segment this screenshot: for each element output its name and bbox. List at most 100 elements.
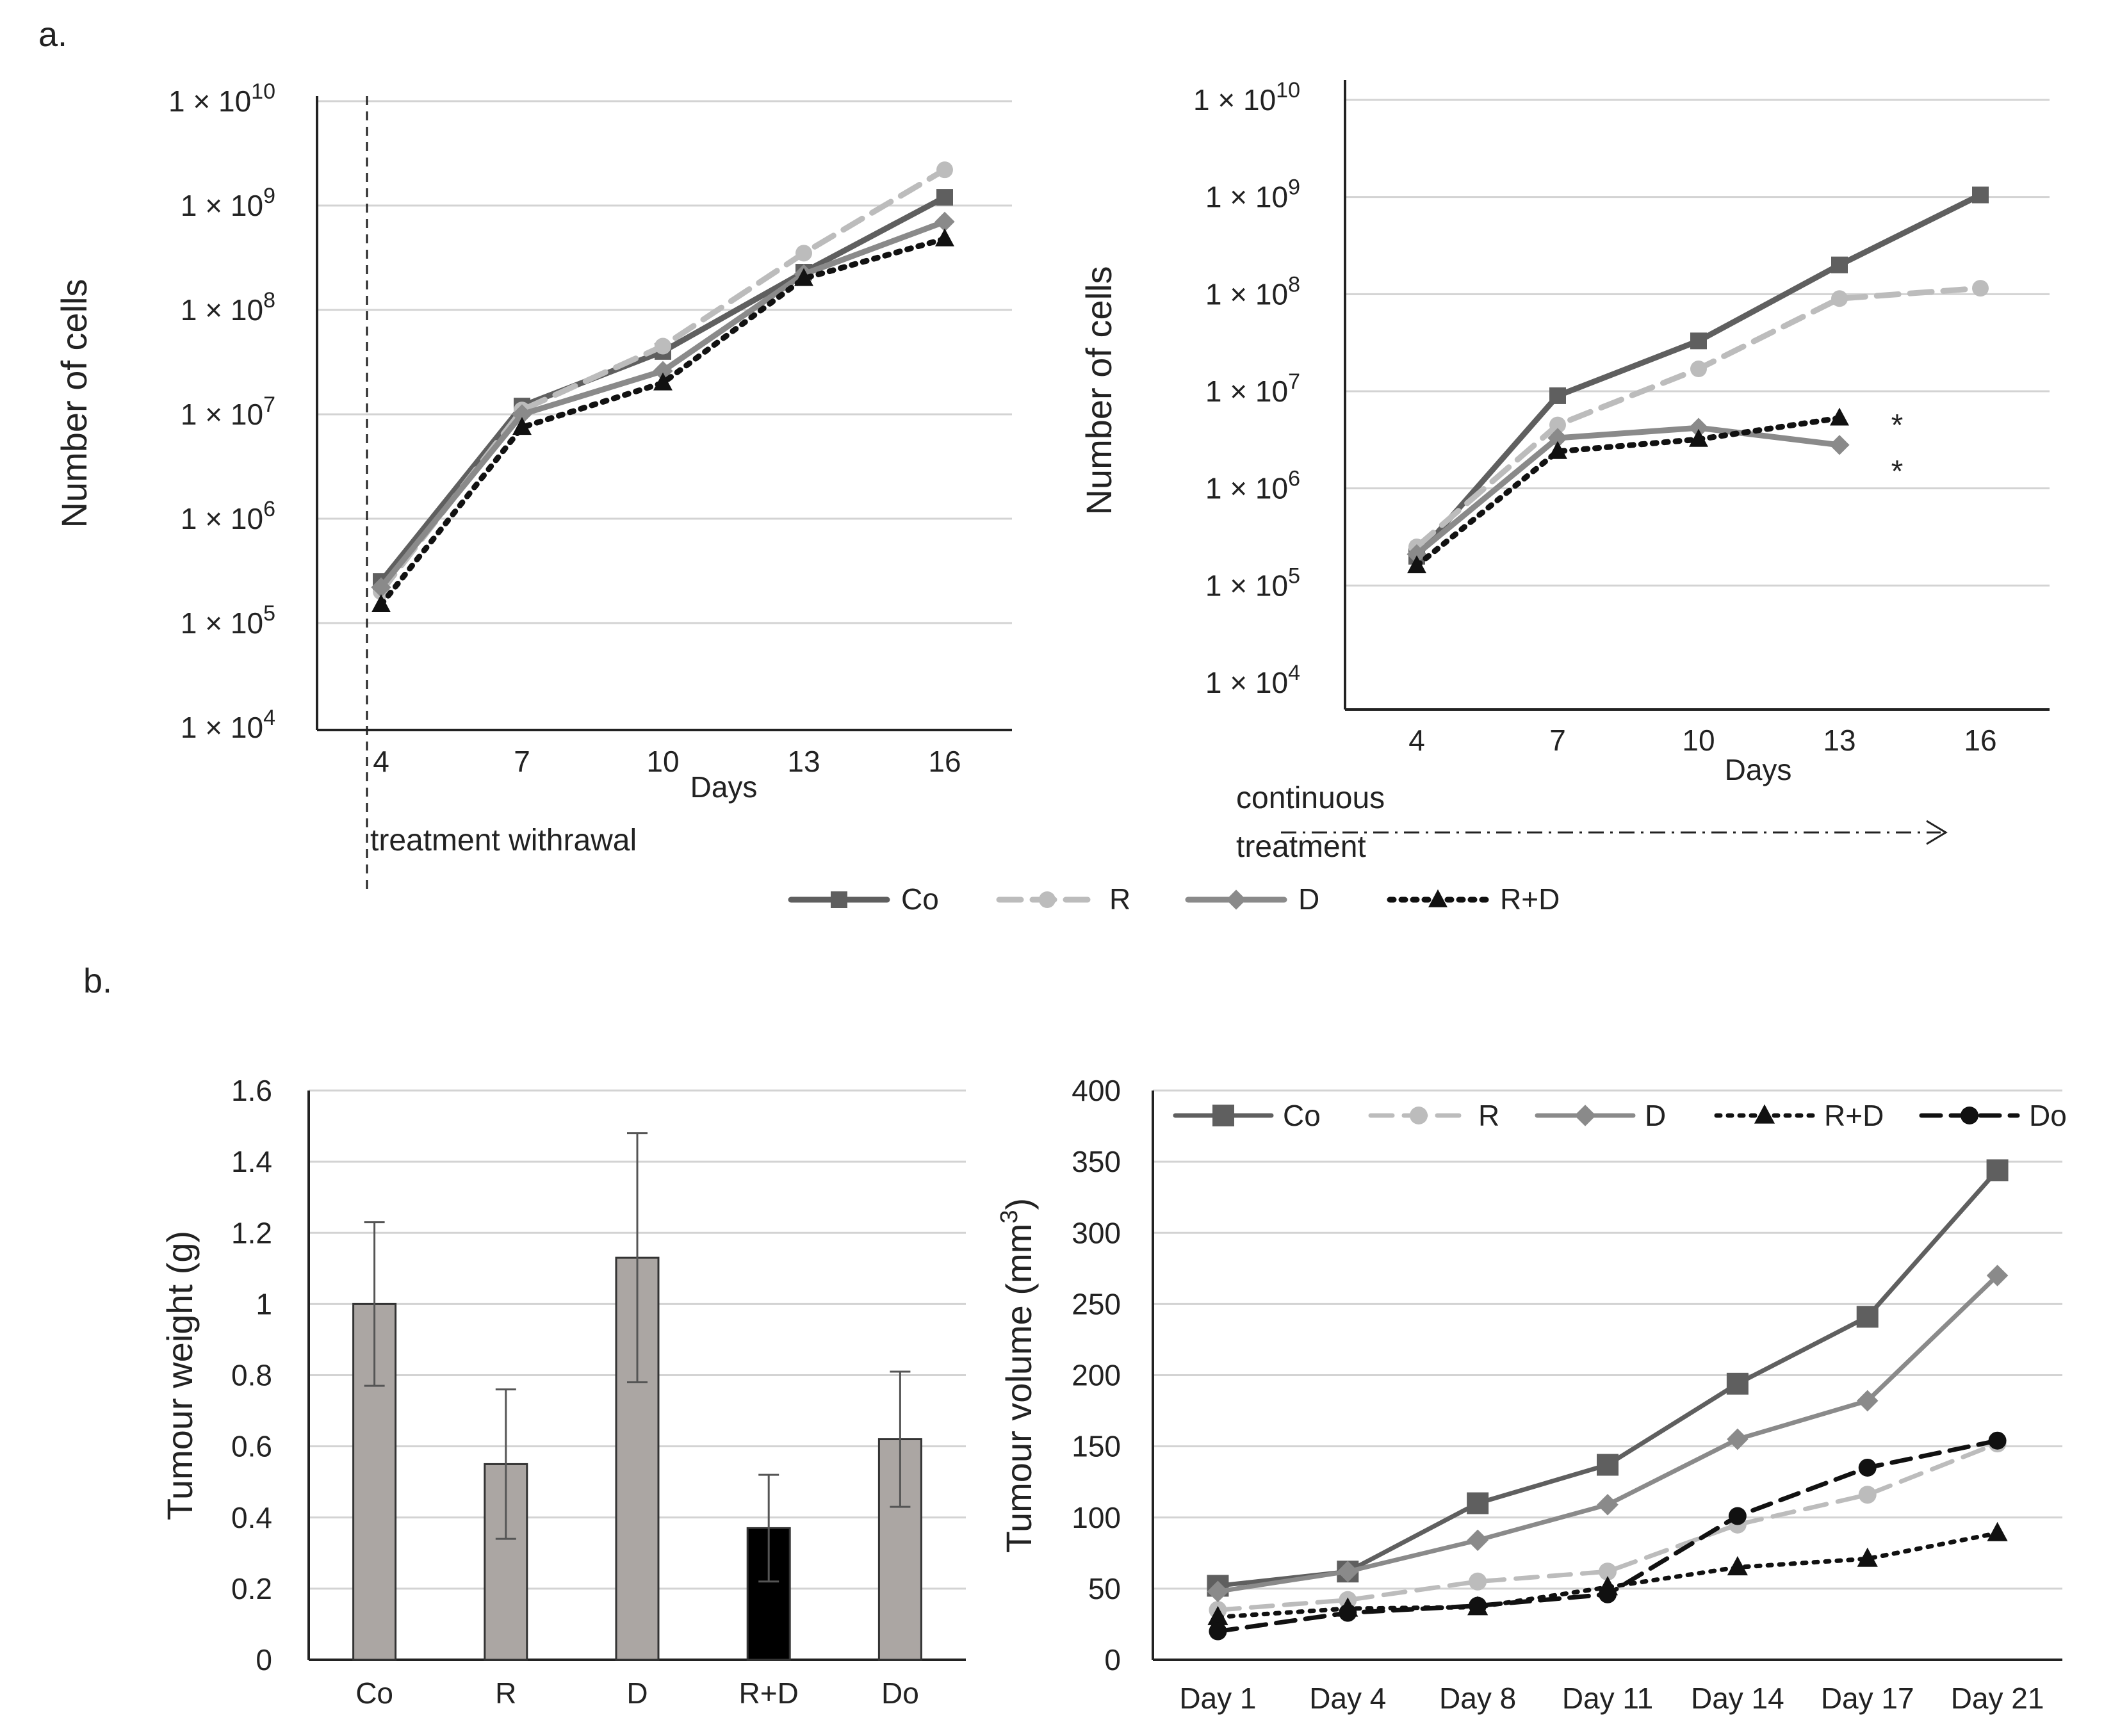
legend-marker-R xyxy=(1410,1107,1428,1124)
data-point-Do xyxy=(1209,1622,1227,1641)
x-tick-label: R xyxy=(495,1676,516,1710)
legend-label-R: R xyxy=(1109,882,1130,916)
arrow-head-icon xyxy=(1926,820,1948,845)
y-axis-label: Tumour volume (mm3) xyxy=(996,1198,1039,1553)
y-tick-label: 200 xyxy=(1072,1359,1121,1392)
data-point-R+D xyxy=(1207,1605,1228,1625)
x-tick-label: Day 11 xyxy=(1562,1682,1653,1715)
data-point-Co xyxy=(1597,1454,1619,1476)
data-point-Do xyxy=(1988,1431,2007,1450)
series-line-D xyxy=(1215,1273,2000,1594)
y-tick-label: 1 × 107 xyxy=(1205,369,1300,408)
x-tick-label: 7 xyxy=(514,745,530,778)
y-tick-label: 1 × 108 xyxy=(1205,272,1300,311)
annotation-continuous: continuous xyxy=(1236,781,1385,815)
data-point-D xyxy=(1829,435,1850,455)
y-tick-label: 1.6 xyxy=(231,1074,272,1107)
legend-label-D: D xyxy=(1298,882,1319,916)
legend-panel-a: Co R D R+D xyxy=(788,882,1560,916)
legend-label-Do: Do xyxy=(2029,1099,2067,1132)
data-point-R xyxy=(1972,280,1989,297)
chart-a-right-growth-continuous: 1 × 1010 1 × 109 1 × 108 1 × 107 1 × 106 1 × … xyxy=(1079,78,2050,864)
data-point-Co xyxy=(1690,332,1707,350)
x-tick-label: 7 xyxy=(1549,724,1566,757)
data-point-Co xyxy=(1856,1306,1879,1328)
data-point-R xyxy=(936,161,953,179)
legend-label-Co: Co xyxy=(901,882,939,916)
legend-label-R+D: R+D xyxy=(1824,1099,1884,1132)
data-point-Co xyxy=(936,189,953,206)
series-line-D xyxy=(1414,425,1843,557)
y-tick-label: 400 xyxy=(1072,1074,1121,1107)
legend-marker-R xyxy=(1039,891,1056,908)
data-point-D xyxy=(1547,428,1568,448)
data-point-R+D xyxy=(935,228,954,247)
data-point-R xyxy=(1599,1562,1617,1581)
data-point-Co xyxy=(1831,256,1848,273)
legend-label-R+D: R+D xyxy=(1500,882,1560,916)
x-tick-label: 4 xyxy=(1408,724,1425,757)
data-point-D xyxy=(1467,1529,1488,1552)
data-point-R+D xyxy=(653,372,673,391)
data-point-R+D xyxy=(1857,1547,1878,1567)
y-axis-label: Number of cells xyxy=(1079,266,1119,515)
data-point-Do xyxy=(1339,1603,1357,1622)
x-axis-label: Days xyxy=(1725,753,1792,786)
data-point-D xyxy=(1207,1580,1229,1603)
x-tick-label: Day 1 xyxy=(1179,1682,1256,1715)
x-tick-label: 10 xyxy=(1682,724,1715,757)
data-point-Do xyxy=(1469,1596,1487,1615)
data-point-D xyxy=(1407,544,1427,565)
data-point-Co xyxy=(1549,387,1566,404)
y-tick-label: 0.8 xyxy=(231,1359,272,1392)
x-tick-label: 13 xyxy=(787,745,820,778)
y-tick-label: 50 xyxy=(1088,1572,1121,1605)
y-tick-label: 0.6 xyxy=(231,1430,272,1463)
data-point-R+D xyxy=(794,268,813,286)
y-axis-label: Number of cells xyxy=(54,279,94,528)
legend-label-Co: Co xyxy=(1283,1099,1321,1132)
significance-star: * xyxy=(1891,455,1904,489)
x-tick-label: 16 xyxy=(928,745,961,778)
data-point-R+D xyxy=(1987,1521,2008,1541)
y-tick-label: 350 xyxy=(1072,1145,1121,1178)
y-tick-label: 1 × 108 xyxy=(181,288,275,327)
y-tick-label: 300 xyxy=(1072,1216,1121,1249)
data-point-R+D xyxy=(512,417,532,435)
x-tick-label: Co xyxy=(355,1676,393,1710)
data-point-Co xyxy=(1467,1492,1489,1514)
data-point-Do xyxy=(1599,1585,1617,1603)
data-point-D xyxy=(1597,1493,1619,1516)
annotation-treatment-withdrawal: treatment withrawal xyxy=(370,823,637,857)
chart-b-left-tumour-weight: 0 0.2 0.4 0.6 0.8 1 1.2 1.4 1.6 Co R D R+D Do Tumour w… xyxy=(159,1074,966,1710)
x-axis-label: Days xyxy=(690,770,758,804)
data-point-D xyxy=(371,577,391,597)
data-point-D xyxy=(934,211,955,232)
data-point-R xyxy=(795,245,812,262)
x-tick-label: Do xyxy=(881,1676,919,1710)
legend-marker-D xyxy=(1574,1105,1596,1126)
data-point-D xyxy=(1986,1265,2009,1286)
y-axis-label: Tumour weight (g) xyxy=(159,1231,200,1520)
data-point-R+D xyxy=(1407,555,1426,574)
data-point-Co xyxy=(1726,1372,1749,1395)
data-point-R+D xyxy=(1727,1556,1748,1576)
x-tick-label: Day 14 xyxy=(1691,1682,1784,1715)
legend-marker-Co xyxy=(1212,1105,1234,1126)
y-tick-label: 1 × 109 xyxy=(1205,175,1300,214)
series-line-D xyxy=(378,218,948,590)
x-tick-label: Day 21 xyxy=(1951,1682,2044,1715)
x-tick-label: Day 4 xyxy=(1309,1682,1386,1715)
chart-b-right-tumour-volume: 0 50 100 150 200 250 300 350 400 Day 1 Day 4 Day 8 D… xyxy=(996,1074,2067,1715)
data-point-R+D xyxy=(1830,407,1849,426)
legend-label-R: R xyxy=(1478,1099,1499,1132)
y-tick-label: 1 × 104 xyxy=(1205,661,1300,699)
data-point-R xyxy=(1858,1486,1877,1504)
x-tick-label: 10 xyxy=(646,745,679,778)
data-point-D xyxy=(512,404,532,425)
y-tick-label: 1 × 105 xyxy=(181,601,275,640)
panel-label-a: a. xyxy=(38,15,67,54)
legend-label-D: D xyxy=(1645,1099,1666,1132)
y-tick-label: 0 xyxy=(256,1643,272,1676)
